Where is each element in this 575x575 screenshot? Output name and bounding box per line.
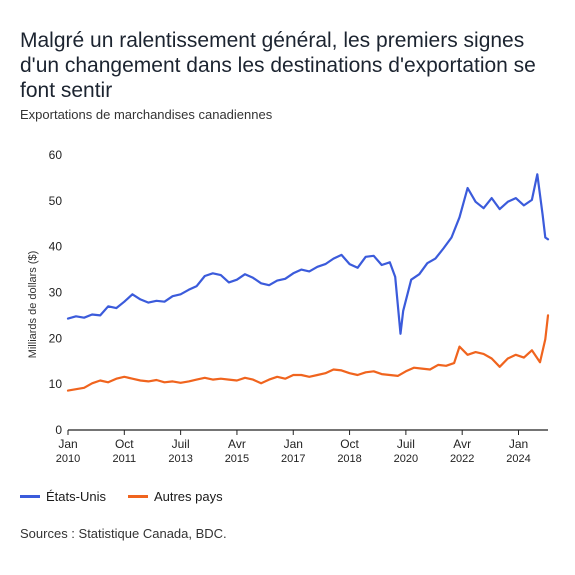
chart-title: Malgré un ralentissement général, les pr… (20, 29, 536, 102)
legend-swatch-other (127, 495, 148, 498)
legend-swatch-us (20, 495, 40, 498)
y-tick-label: 30 (49, 286, 63, 300)
x-tick-year: 2011 (112, 453, 136, 465)
x-tick-label: Oct (340, 437, 359, 451)
legend-label-us: États-Unis (46, 489, 106, 504)
legend-item-other: Autres pays (127, 489, 223, 504)
x-tick-label: Oct (115, 437, 134, 451)
y-tick-label: 50 (49, 194, 63, 208)
x-tick-label: Jan (58, 437, 77, 451)
x-tick-year: 2020 (394, 453, 418, 465)
x-tick-label: Jan (509, 437, 528, 451)
legend-label-other: Autres pays (153, 489, 223, 504)
y-tick-label: 0 (55, 423, 62, 437)
source-note: Sources : Statistique Canada, BDC. (20, 526, 227, 541)
x-tick-year: 2017 (281, 453, 305, 465)
x-tick-label: Avr (453, 437, 471, 451)
y-tick-label: 20 (49, 331, 63, 345)
series-line-etats-unis (66, 173, 550, 335)
chart-subtitle: Exportations de marchandises canadiennes (20, 107, 273, 122)
x-tick-label: Juil (397, 437, 415, 451)
y-tick-label: 10 (49, 377, 63, 391)
series-line-autres-pays (66, 314, 550, 392)
x-tick-year: 2010 (56, 453, 80, 465)
x-tick-label: Juil (172, 437, 190, 451)
x-tick-label: Jan (284, 437, 303, 451)
legend-item-us: États-Unis (20, 489, 106, 504)
x-tick-year: 2024 (506, 453, 530, 465)
legend: États-Unis Autres pays (20, 489, 245, 504)
x-tick-label: Avr (228, 437, 246, 451)
x-tick-year: 2013 (168, 453, 192, 465)
x-tick-year: 2022 (450, 453, 474, 465)
x-tick-year: 2015 (225, 453, 249, 465)
y-tick-label: 60 (49, 148, 63, 162)
y-axis-title: Milliards de dollars ($) (27, 251, 39, 359)
y-tick-label: 40 (49, 240, 63, 254)
x-tick-year: 2018 (337, 453, 361, 465)
